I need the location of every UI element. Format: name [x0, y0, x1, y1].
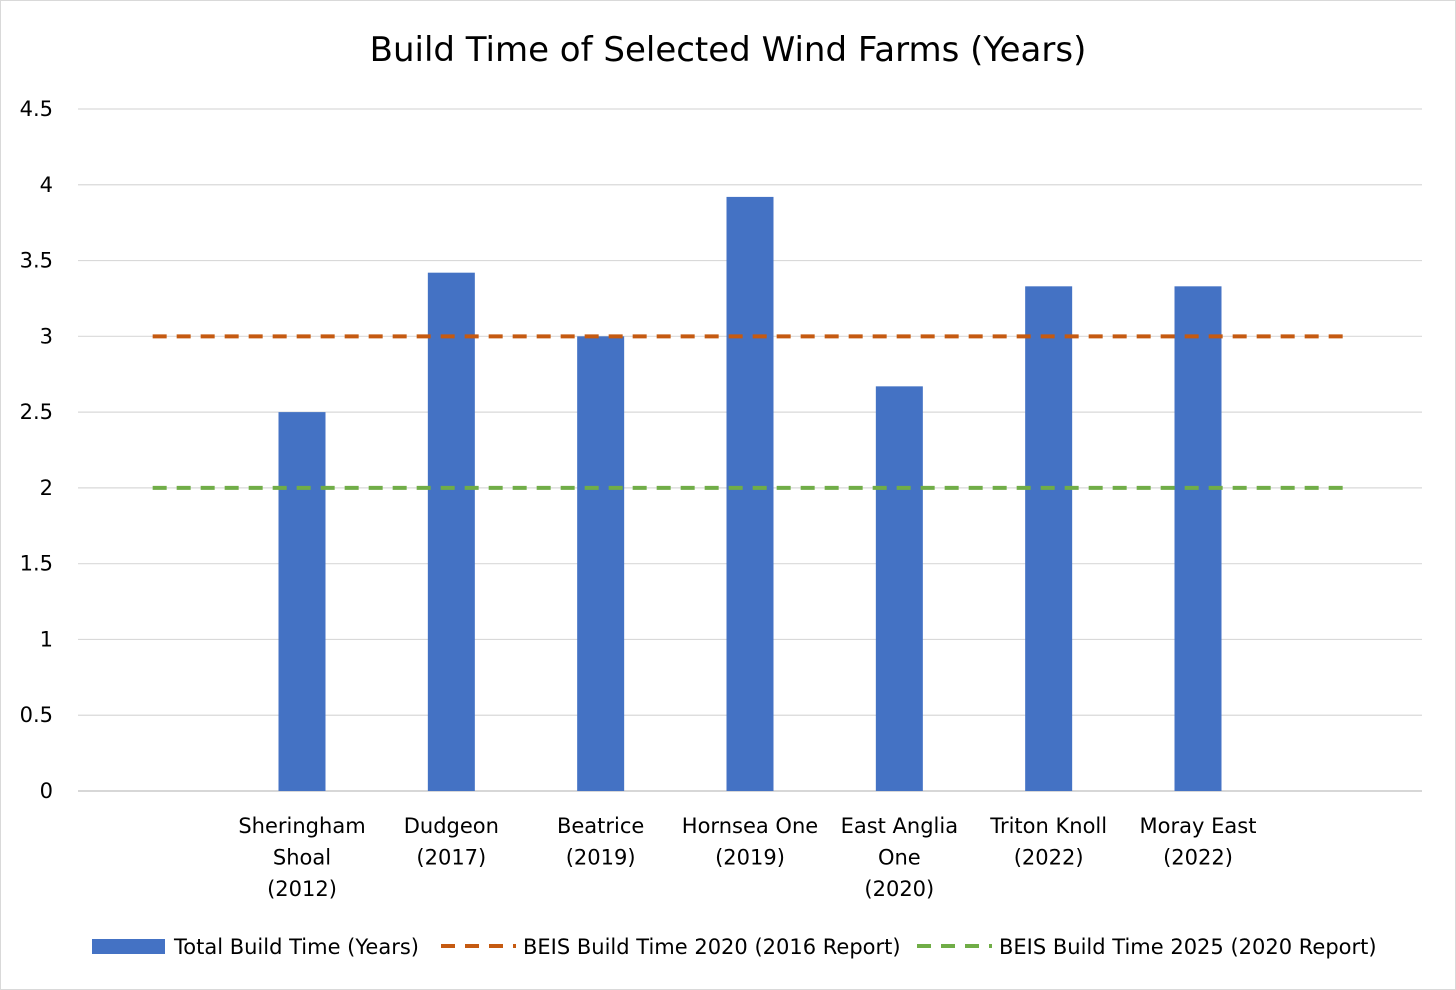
x-tick-label-line: Sheringham — [238, 814, 365, 838]
x-tick-label: Triton Knoll (2022) — [989, 814, 1107, 870]
y-tick-label: 3.5 — [20, 249, 53, 273]
bar — [427, 272, 475, 791]
x-tick-label-line: (2020) — [864, 877, 934, 901]
x-tick-label-line: (2022) — [1163, 846, 1233, 870]
x-axis-tick-labels: Sheringham Shoal (2012) Dudgeon (2017) Beatri… — [238, 814, 1256, 901]
x-tick-label-line: Moray East — [1140, 814, 1257, 838]
y-tick-label: 0 — [40, 779, 53, 803]
legend-swatch — [92, 939, 165, 954]
bar — [577, 336, 625, 791]
legend-label: BEIS Build Time 2025 (2020 Report) — [999, 935, 1377, 959]
y-tick-label: 1.5 — [20, 552, 53, 576]
x-tick-label: Hornsea One (2019) — [682, 814, 818, 870]
y-tick-label: 3 — [40, 324, 53, 348]
x-tick-label-line: Beatrice — [557, 814, 644, 838]
legend-label: Total Build Time (Years) — [173, 935, 419, 959]
y-tick-label: 2 — [40, 476, 53, 500]
x-tick-label-line: (2019) — [715, 846, 785, 870]
y-axis-tick-labels: 0 0.5 1 1.5 2 2.5 3 3.5 4 4.5 — [20, 97, 53, 803]
y-tick-label: 4.5 — [20, 97, 53, 121]
x-tick-label-line: Dudgeon — [404, 814, 499, 838]
x-tick-label-line: East Anglia — [841, 814, 959, 838]
x-tick-label-line: One — [878, 846, 921, 870]
x-tick-label: East Anglia One (2020) — [841, 814, 959, 901]
chart-title: Build Time of Selected Wind Farms (Years… — [370, 30, 1087, 70]
y-tick-label: 1 — [40, 627, 53, 651]
bar — [1025, 286, 1073, 791]
x-tick-label: Sheringham Shoal (2012) — [238, 814, 365, 901]
legend-label: BEIS Build Time 2020 (2016 Report) — [523, 935, 901, 959]
x-tick-label-line: (2019) — [566, 846, 636, 870]
x-tick-label-line: (2022) — [1014, 846, 1084, 870]
y-tick-label: 2.5 — [20, 400, 53, 424]
bar — [726, 196, 774, 791]
x-tick-label-line: Shoal — [273, 846, 331, 870]
x-tick-label-line: (2012) — [267, 877, 337, 901]
x-tick-label: Dudgeon (2017) — [404, 814, 499, 870]
x-tick-label-line: Triton Knoll — [989, 814, 1107, 838]
x-tick-label-line: (2017) — [416, 846, 486, 870]
bar — [1174, 286, 1222, 791]
x-tick-label: Beatrice (2019) — [557, 814, 644, 870]
bar — [875, 386, 923, 791]
bars — [278, 196, 1222, 791]
y-tick-label: 0.5 — [20, 703, 53, 727]
legend: Total Build Time (Years) BEIS Build Time … — [92, 935, 1377, 959]
reference-lines — [152, 334, 1348, 490]
x-tick-label: Moray East (2022) — [1140, 814, 1257, 870]
x-tick-label-line: Hornsea One — [682, 814, 818, 838]
y-tick-label: 4 — [40, 173, 53, 197]
bar — [278, 412, 326, 791]
